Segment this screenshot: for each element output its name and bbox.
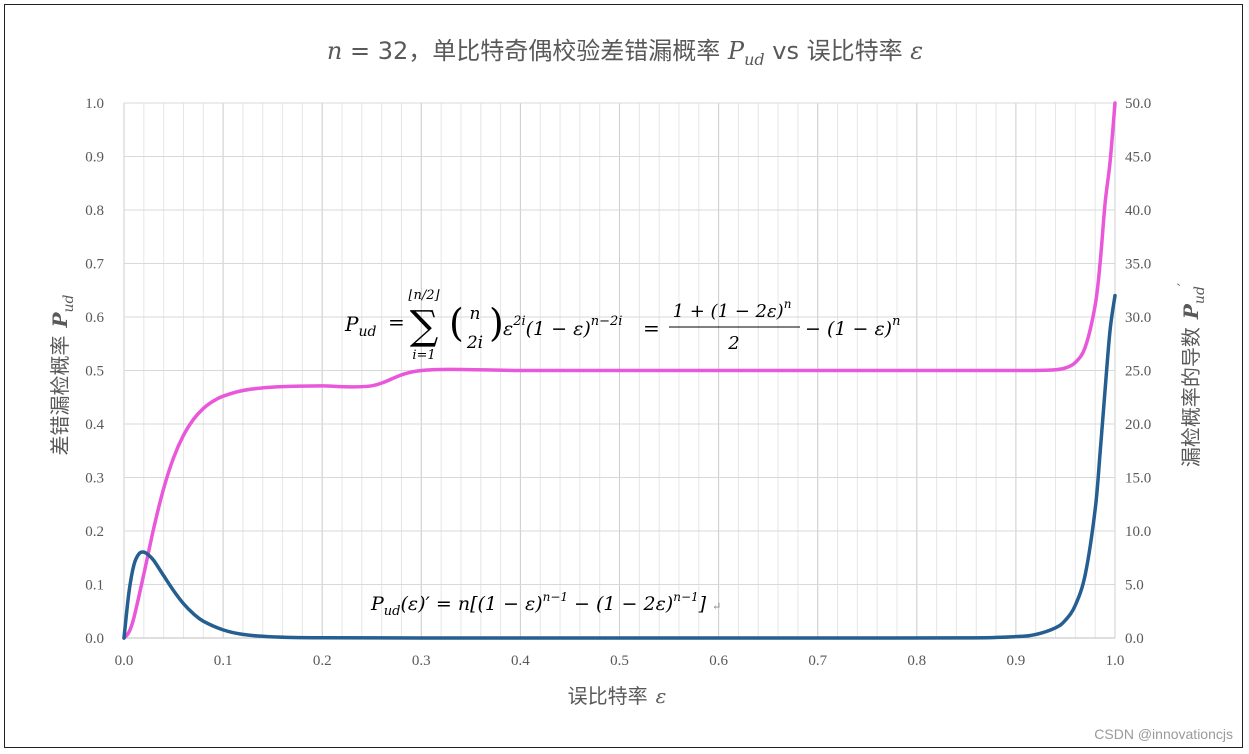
y-right-tick-label: 50.0 — [1125, 96, 1151, 112]
y-right-tick-label: 20.0 — [1125, 417, 1151, 433]
x-axis-title: 误比特率 ε — [568, 684, 667, 708]
x-tick-label: 1.0 — [1106, 653, 1125, 669]
y-left-tick-label: 0.4 — [85, 417, 104, 433]
y-left-axis-title: 差错漏检概率Pud — [48, 294, 77, 455]
svg-text:2: 2 — [727, 333, 739, 354]
y-left-tick-label: 0.2 — [85, 524, 104, 540]
y-right-tick-labels: 0.0 5.0 10.0 15.0 20.0 25.0 30.0 35.0 40.0 45.0 50… — [1125, 96, 1151, 647]
y-left-tick-label: 0.1 — [85, 578, 104, 594]
svg-text:∑: ∑ — [410, 303, 439, 349]
y-left-tick-label: 0.7 — [85, 257, 104, 273]
x-tick-label: 0.3 — [412, 653, 431, 669]
chart: n = 32，单比特奇偶校验差错漏概率 Pud vs 误比特率 ε 0.0 0.1… — [48, 37, 1233, 742]
x-tick-label: 0.0 — [115, 653, 134, 669]
y-right-tick-label: 5.0 — [1125, 578, 1144, 594]
svg-text:(: ( — [449, 301, 464, 345]
y-left-tick-label: 0.8 — [85, 203, 104, 219]
series-line-pud — [122, 101, 1117, 640]
y-left-tick-label: 0.5 — [85, 364, 104, 380]
y-right-tick-label: 45.0 — [1125, 150, 1151, 166]
y-right-tick-label: 35.0 — [1125, 257, 1151, 273]
x-tick-label: 0.4 — [511, 653, 530, 669]
major-gridlines — [123, 102, 1116, 639]
watermark: CSDN @innovationcjs — [1094, 726, 1233, 742]
series-group — [122, 101, 1117, 640]
svg-text:): ) — [489, 301, 504, 345]
y-left-tick-label: 0.3 — [85, 471, 104, 487]
y-left-tick-labels: 0.0 0.1 0.2 0.3 0.4 0.5 0.6 0.7 0.8 0.9 1.0 — [85, 96, 104, 647]
y-right-tick-label: 40.0 — [1125, 203, 1151, 219]
x-tick-label: 0.2 — [313, 653, 332, 669]
svg-text:=: = — [643, 316, 660, 340]
y-right-axis-title: 漏检概率的导数Pud′ — [1176, 283, 1208, 467]
x-tick-label: 0.9 — [1007, 653, 1026, 669]
svg-text:2i: 2i — [466, 333, 483, 353]
x-tick-label: 0.8 — [907, 653, 926, 669]
y-right-tick-label: 30.0 — [1125, 310, 1151, 326]
svg-text:− (1 − ε)n: − (1 − ε)n — [805, 314, 900, 340]
y-left-tick-label: 0.6 — [85, 310, 104, 326]
y-left-tick-label: 0.0 — [85, 631, 104, 647]
svg-text:ε2i(1 − ε)n−2i: ε2i(1 − ε)n−2i — [503, 314, 622, 340]
x-tick-label: 0.1 — [214, 653, 233, 669]
y-right-tick-label: 10.0 — [1125, 524, 1151, 540]
formula-pud: Pud = ⌊n/2⌋ ∑ i=1 ( n 2i ) ε2i(1 − ε)n−2… — [344, 288, 900, 363]
x-tick-label: 0.5 — [610, 653, 629, 669]
svg-text:⌊n/2⌋: ⌊n/2⌋ — [408, 288, 440, 303]
svg-text:Pud: Pud — [344, 312, 376, 340]
y-right-tick-label: 15.0 — [1125, 471, 1151, 487]
y-right-tick-label: 0.0 — [1125, 631, 1144, 647]
y-right-tick-label: 25.0 — [1125, 364, 1151, 380]
series-line-derivative — [122, 293, 1117, 640]
svg-text:n: n — [470, 304, 481, 324]
x-tick-label: 0.6 — [709, 653, 728, 669]
svg-text:1 + (1 − 2ε)n: 1 + (1 − 2ε)n — [673, 297, 792, 322]
x-tick-labels: 0.0 0.1 0.2 0.3 0.4 0.5 0.6 0.7 0.8 0.9 1.0 — [115, 653, 1125, 669]
formula-derivative: Pud(ε)′ = n[(1 − ε)n−1 − (1 − 2ε)n−1] ↵ — [370, 590, 721, 619]
chart-frame: n = 32，单比特奇偶校验差错漏概率 Pud vs 误比特率 ε 0.0 0.1… — [4, 4, 1243, 748]
svg-text:i=1: i=1 — [412, 348, 435, 363]
y-left-tick-label: 1.0 — [85, 96, 104, 112]
svg-text:=: = — [388, 310, 405, 334]
svg-text:Pud(ε)′ = n[(1 − ε)n−1 − (1 −: Pud(ε)′ = n[(1 − ε)n−1 − (1 − 2ε)n−1] ↵ — [370, 590, 721, 619]
y-left-tick-label: 0.9 — [85, 150, 104, 166]
x-tick-label: 0.7 — [808, 653, 827, 669]
chart-title: n = 32，单比特奇偶校验差错漏概率 Pud vs 误比特率 ε — [327, 37, 923, 69]
